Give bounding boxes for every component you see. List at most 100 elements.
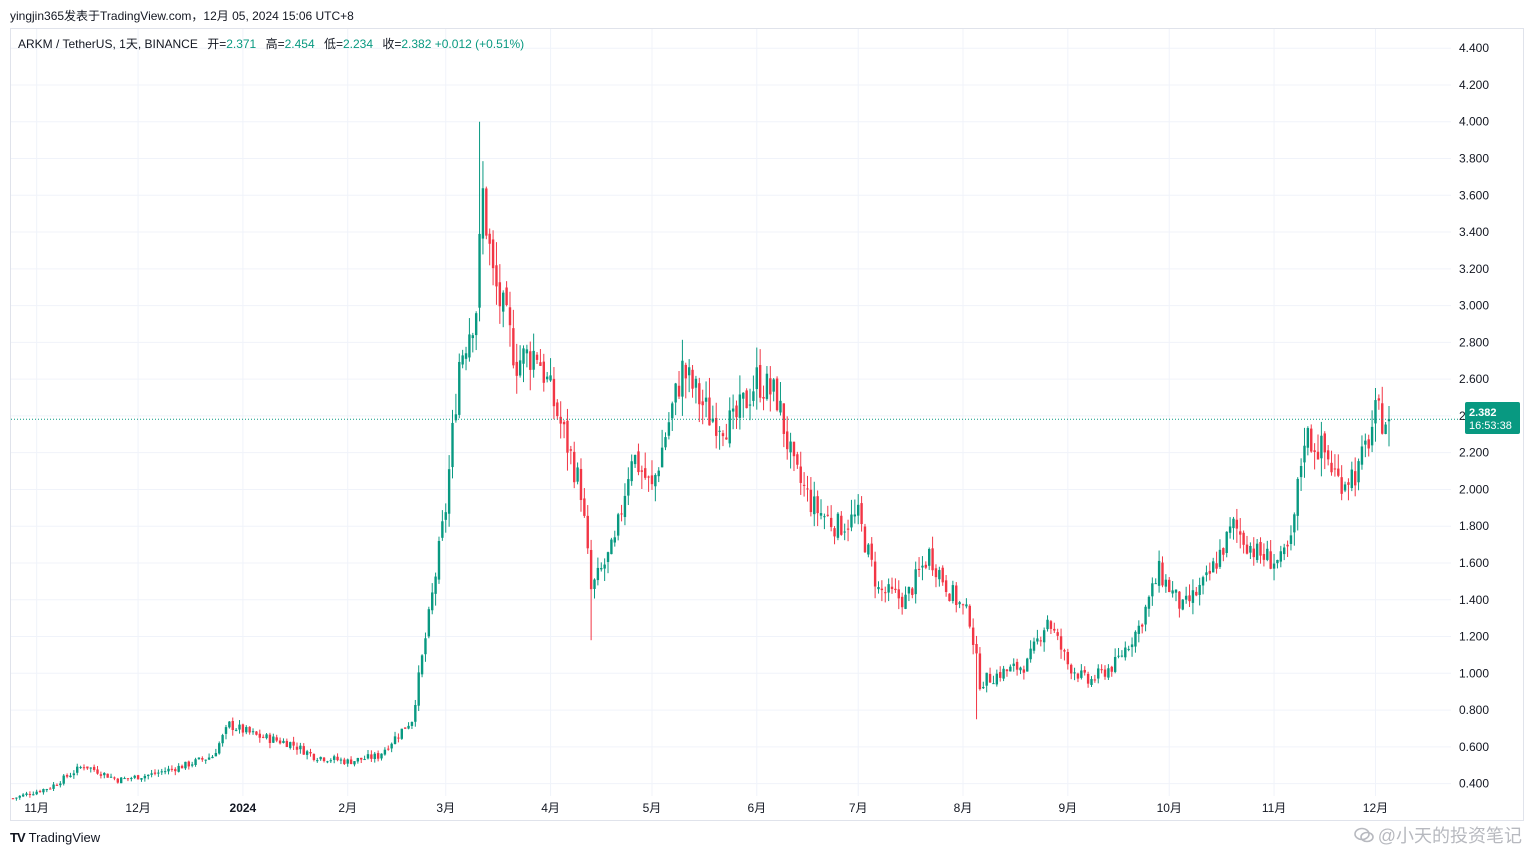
candle-body <box>397 737 400 739</box>
time-tick-label: 2024 <box>230 801 257 815</box>
candle-body <box>701 401 704 406</box>
candle-body <box>468 334 471 358</box>
candle-body <box>383 749 387 755</box>
candle-body <box>72 773 76 776</box>
candle-body <box>738 394 742 418</box>
candle-body <box>481 188 485 239</box>
candle-body <box>160 771 163 773</box>
time-tick-label: 12月 <box>125 801 150 815</box>
candle-body <box>485 188 488 236</box>
candle-body <box>410 721 414 726</box>
candle-body <box>322 757 326 762</box>
candle-body <box>1134 631 1137 647</box>
candle-body <box>1232 518 1235 529</box>
candle-body <box>1211 561 1215 573</box>
price-chart[interactable]: 0.400 0.600 0.800 1.000 1.200 1.400 1.600 1.800… <box>11 29 1523 820</box>
candle-body <box>667 422 671 436</box>
author-watermark: @小天的投资笔记 <box>1353 822 1522 848</box>
candle-body <box>1353 471 1357 486</box>
candle-body <box>975 644 978 654</box>
candle-body <box>136 775 140 780</box>
price-axis[interactable]: 0.400 0.600 0.800 1.000 1.200 1.400 1.600 1.800… <box>1459 41 1489 790</box>
time-tick-label: 6月 <box>747 801 766 815</box>
tradingview-logo[interactable]: TV TradingView <box>10 830 100 845</box>
candle-body <box>917 568 921 570</box>
candle-body <box>11 798 15 800</box>
price-tick-label: 3.800 <box>1459 152 1489 166</box>
candle-body <box>1370 426 1374 446</box>
candle-body <box>1191 590 1195 603</box>
candle-body <box>1381 403 1384 434</box>
candle-body <box>1090 679 1093 685</box>
candle-body <box>1171 590 1174 594</box>
candle-body <box>992 683 995 685</box>
candle-body <box>921 565 924 568</box>
candle-body <box>914 569 917 595</box>
candle-body <box>1282 547 1286 555</box>
candle-body <box>1174 589 1178 593</box>
candle-body <box>938 570 941 580</box>
candle-body <box>1073 672 1076 674</box>
candles <box>11 121 1391 801</box>
candle-body <box>796 454 799 465</box>
candle-body <box>745 390 748 409</box>
candle-body <box>1333 468 1337 470</box>
candle-body <box>579 468 583 501</box>
candle-body <box>390 743 393 749</box>
candle-body <box>268 734 272 744</box>
legend-high: 2.454 <box>284 37 315 51</box>
candle-body <box>819 513 823 516</box>
candle-body <box>681 360 684 397</box>
candle-body <box>999 672 1002 678</box>
candle-body <box>48 788 52 790</box>
candle-body <box>1070 664 1073 674</box>
candle-body <box>924 564 928 568</box>
candle-body <box>407 725 410 729</box>
candle-body <box>708 397 711 426</box>
candle-body <box>299 745 302 750</box>
candle-body <box>965 604 968 607</box>
time-axis[interactable]: 11月 12月 2024 2月 3月 4月 5月 6月 7月 8月 9月 10月 11月 12月 <box>24 801 1388 815</box>
chart-frame[interactable]: 0.400 0.600 0.800 1.000 1.200 1.400 1.600 1.800… <box>10 28 1524 821</box>
candle-body <box>76 766 79 773</box>
candle-body <box>627 479 630 496</box>
grid-lines <box>11 29 1451 796</box>
candle-body <box>143 775 147 779</box>
candle-body <box>1151 583 1154 597</box>
candle-body <box>633 454 637 465</box>
candle-body <box>336 756 339 761</box>
candle-body <box>282 740 285 743</box>
candle-body <box>1124 647 1127 658</box>
candle-body <box>441 521 444 538</box>
candle-body <box>1009 666 1012 672</box>
candle-body <box>1266 548 1269 560</box>
candle-body <box>887 584 890 593</box>
candle-body <box>1198 584 1201 595</box>
candle-body <box>1249 545 1252 553</box>
candle-body <box>258 733 262 738</box>
candle-body <box>1113 656 1117 672</box>
candle-body <box>552 378 556 407</box>
symbol-legend[interactable]: ARKM / TetherUS, 1天, BINANCE 开=2.371 高=2… <box>18 35 524 52</box>
candle-body <box>1178 591 1181 609</box>
candle-body <box>495 265 498 287</box>
candle-body <box>1323 433 1326 453</box>
candle-body <box>1103 669 1107 677</box>
candle-body <box>1181 599 1184 610</box>
candle-body <box>502 292 505 312</box>
candle-body <box>431 592 434 611</box>
candle-body <box>518 360 522 376</box>
candle-body <box>911 588 914 595</box>
price-tick-label: 1.800 <box>1459 519 1489 533</box>
candle-body <box>1093 679 1097 681</box>
candle-body <box>556 402 559 417</box>
candle-body <box>295 746 299 750</box>
candle-body <box>488 233 491 244</box>
candle-body <box>1228 526 1232 533</box>
candle-body <box>958 602 961 605</box>
candle-body <box>934 568 938 578</box>
candle-body <box>948 593 951 602</box>
candle-body <box>1330 462 1333 473</box>
candle-body <box>1083 669 1086 673</box>
candle-body <box>89 767 92 769</box>
